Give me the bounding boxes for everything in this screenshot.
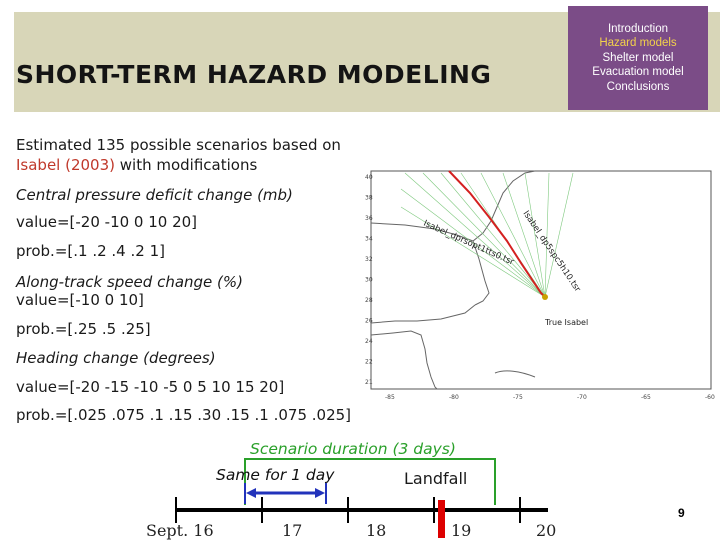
landfall-marker (438, 500, 445, 538)
arrow-head-left (246, 488, 256, 498)
x-tick-label: -75 (513, 394, 523, 401)
map-frame (370, 170, 712, 390)
page-number: 9 (678, 506, 685, 520)
scenario-track (502, 172, 546, 298)
florida-coast (370, 330, 438, 390)
y-tick-label: 28 (365, 297, 373, 304)
y-tick-label: 21 (365, 379, 373, 386)
heading-value: value=[-20 -15 -10 -5 0 5 10 15 20] (16, 378, 285, 396)
y-tick-label: 30 (365, 277, 373, 284)
day-label-0: Sept. 16 (146, 521, 214, 540)
intro-rest: with modifications (115, 156, 258, 174)
scenario-track (400, 206, 546, 298)
x-tick-label: -60 (705, 394, 715, 401)
scenario-track (480, 172, 546, 298)
x-tick-label: -80 (449, 394, 459, 401)
same-arrow (244, 483, 327, 504)
speed-prob: prob.=[.25 .5 .25] (16, 320, 151, 338)
nav-item-conclusions[interactable]: Conclusions (606, 80, 670, 93)
same-label: Same for 1 day (216, 466, 335, 484)
storm-name: Isabel (2003) (16, 156, 115, 174)
scenario-track (404, 172, 546, 298)
pressure-label: Central pressure deficit change (mb) (16, 186, 293, 204)
day-label-2: 18 (366, 521, 387, 540)
x-tick-label: -85 (385, 394, 395, 401)
arrow-head-right (315, 488, 325, 498)
scenario-track (400, 188, 546, 298)
nav-item-shelter-model[interactable]: Shelter model (602, 51, 674, 64)
day-label-4: 20 (536, 521, 557, 540)
duration-bracket (244, 458, 496, 505)
scenario-track (440, 172, 546, 298)
x-axis-ticks: -85 -80 -75 -70 -65 -60 (385, 394, 715, 401)
track-map: Isabel_dprsopt1tts0.tsr Isabel_dp5spc5h1… (365, 170, 715, 401)
y-tick-label: 26 (365, 318, 373, 325)
pressure-value: value=[-20 -10 0 10 20] (16, 213, 198, 231)
annot-true: True Isabel (544, 318, 588, 327)
section-nav: Introduction Hazard models Shelter model… (568, 6, 708, 110)
true-track-line (448, 170, 546, 298)
pressure-prob: prob.=[.1 .2 .4 .2 1] (16, 242, 165, 260)
x-tick-label: -70 (577, 394, 587, 401)
gulf-coast (370, 304, 476, 324)
heading-label: Heading change (degrees) (16, 349, 216, 367)
island-cuba (494, 370, 536, 378)
y-axis-ticks: 40 38 36 34 32 30 28 26 24 22 21 (365, 174, 373, 386)
duration-label: Scenario duration (3 days) (250, 440, 456, 458)
scenario-track (544, 172, 550, 298)
y-tick-label: 24 (365, 338, 373, 345)
intro-line-2: Isabel (2003) with modifications (16, 156, 257, 174)
page-title: SHORT-TERM HAZARD MODELING (16, 60, 492, 89)
nav-item-evacuation-model[interactable]: Evacuation model (592, 66, 684, 79)
timeline-ticks (175, 497, 521, 523)
landfall-label: Landfall (404, 469, 468, 488)
nav-item-hazard-models[interactable]: Hazard models (599, 37, 677, 50)
intro-line-1: Estimated 135 possible scenarios based o… (16, 136, 341, 154)
y-tick-label: 22 (365, 359, 373, 366)
nav-item-introduction[interactable]: Introduction (607, 22, 669, 35)
timeline (175, 483, 548, 538)
y-tick-label: 40 (365, 174, 373, 181)
y-tick-label: 34 (365, 236, 373, 243)
speed-label: Along-track speed change (%) (16, 273, 243, 291)
day-label-3: 19 (451, 521, 472, 540)
y-tick-label: 32 (365, 256, 373, 263)
y-tick-label: 36 (365, 215, 373, 222)
track-endpoint (542, 294, 548, 300)
scenario-track (524, 172, 546, 298)
x-tick-label: -65 (641, 394, 651, 401)
speed-value: value=[-10 0 10] (16, 291, 144, 309)
y-tick-label: 38 (365, 195, 373, 202)
coastline-southeast (472, 240, 490, 306)
scenario-track (422, 172, 546, 298)
coastline-northeast (370, 170, 536, 242)
day-label-1: 17 (282, 521, 303, 540)
heading-prob: prob.=[.025 .075 .1 .15 .30 .15 .1 .075 … (16, 406, 352, 424)
landmass (370, 170, 536, 390)
scenario-track (544, 172, 574, 298)
